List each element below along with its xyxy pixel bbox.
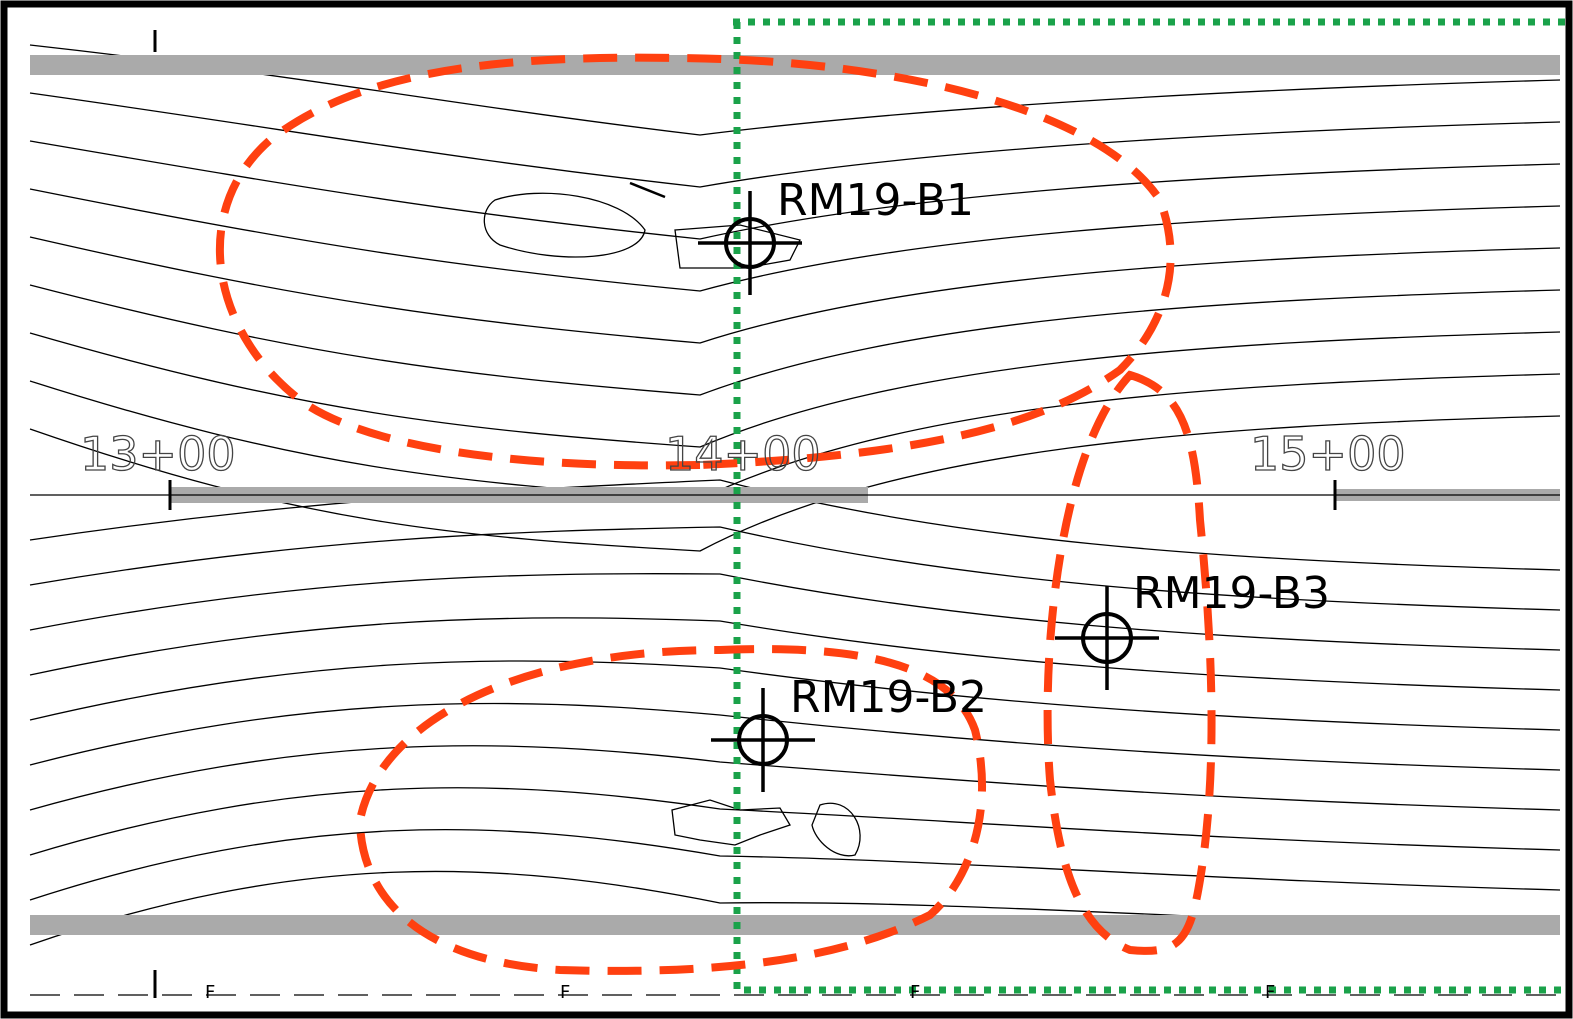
fence-mark: F (1265, 982, 1275, 1003)
fence-mark: F (205, 982, 215, 1003)
road-edge-bottom (30, 915, 1560, 935)
boring-label: RM19-B2 (790, 672, 987, 723)
boring-label: RM19-B3 (1133, 568, 1330, 619)
station-label: 14+00 (665, 427, 821, 481)
fence-mark: F (910, 982, 920, 1003)
boring-label: RM19-B1 (777, 175, 974, 226)
fence-mark: F (560, 982, 570, 1003)
plan-map: 13+00 14+00 15+00 RM19-B1 RM19-B2 RM19-B… (0, 0, 1573, 1019)
station-label: 15+00 (1250, 427, 1406, 481)
station-label: 13+00 (80, 427, 236, 481)
